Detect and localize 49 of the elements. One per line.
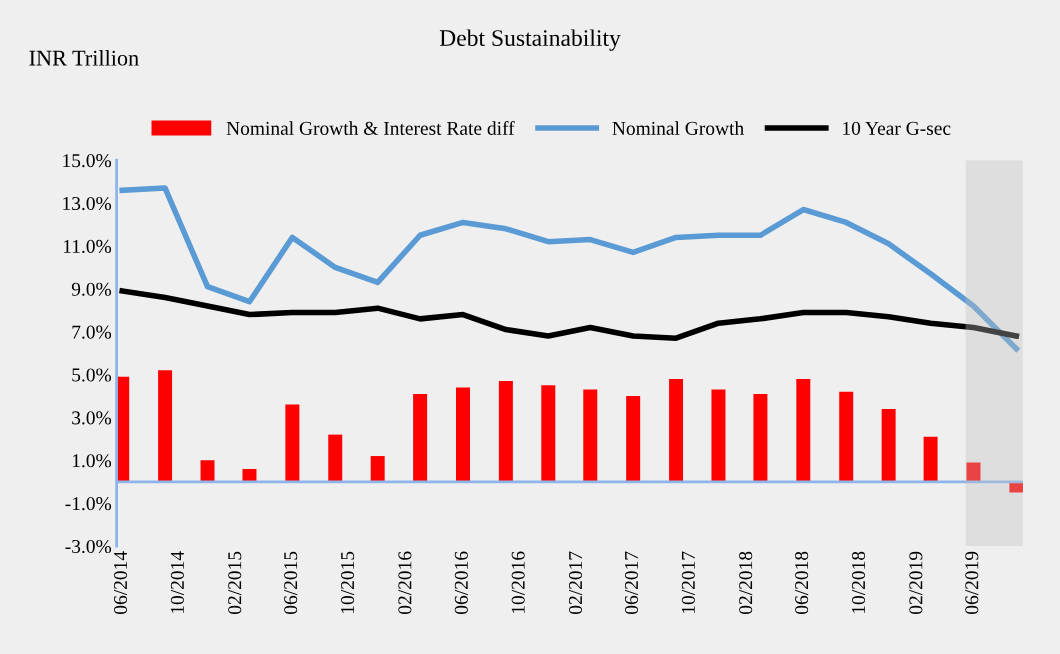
legend-label: Nominal Growth [612, 121, 744, 135]
x-tick-label: 10/2015 [340, 551, 355, 613]
x-tick-label: 06/2014 [113, 551, 128, 614]
x-tick-label: 02/2015 [228, 551, 242, 614]
x-tick-label: 06/2016 [454, 551, 468, 614]
bar [498, 381, 513, 482]
x-tick-label: 06/2019 [965, 551, 979, 614]
x-tick-label: 10/2014 [170, 551, 184, 613]
bar [541, 385, 556, 482]
x-tick-label: 10/2018 [851, 551, 866, 613]
bar [881, 408, 896, 482]
y-tick-label: 13.0% [63, 196, 112, 211]
y-tick-label: -1.0% [65, 497, 112, 511]
chart-title: Debt Sustainability [439, 29, 621, 51]
y-tick-label: 1.0% [72, 454, 112, 468]
y-tick-label: 9.0% [71, 282, 112, 296]
bar [456, 387, 470, 482]
y-tick-label: 5.0% [72, 368, 112, 382]
bar [669, 378, 684, 482]
bar [711, 389, 726, 482]
y-tick-label: 3.0% [72, 411, 112, 425]
y-tick-label: 15.0% [63, 154, 112, 168]
x-tick-label: 02/2018 [739, 551, 753, 614]
legend-label: 10 Year G-sec [843, 121, 951, 135]
bar [796, 378, 811, 482]
bar [285, 404, 300, 482]
x-tick-label: 02/2017 [568, 551, 583, 614]
x-tick-label: 02/2019 [909, 551, 923, 614]
bar [626, 396, 641, 482]
bar [158, 370, 173, 482]
bar [753, 393, 768, 482]
bar [328, 434, 343, 482]
y-tick-label: 11.0% [63, 239, 112, 253]
bar [413, 393, 428, 482]
bar [583, 389, 598, 482]
x-tick-label: 06/2018 [795, 551, 809, 614]
y-tick-label: 7.0% [72, 325, 112, 339]
x-tick-label: 10/2016 [511, 551, 525, 613]
text: INR Trillion [29, 49, 139, 66]
y-tick-label: -3.0% [65, 539, 112, 554]
bar [200, 460, 215, 482]
legend-label: Nominal Growth & Interest Rate diff [226, 121, 515, 135]
bar [839, 391, 854, 482]
bar [370, 456, 385, 482]
x-tick-label: 02/2016 [398, 551, 412, 614]
bar [923, 436, 938, 482]
x-tick-label: 06/2017 [624, 551, 639, 614]
x-tick-label: 10/2017 [681, 551, 695, 613]
x-tick-label: 06/2015 [284, 551, 298, 614]
